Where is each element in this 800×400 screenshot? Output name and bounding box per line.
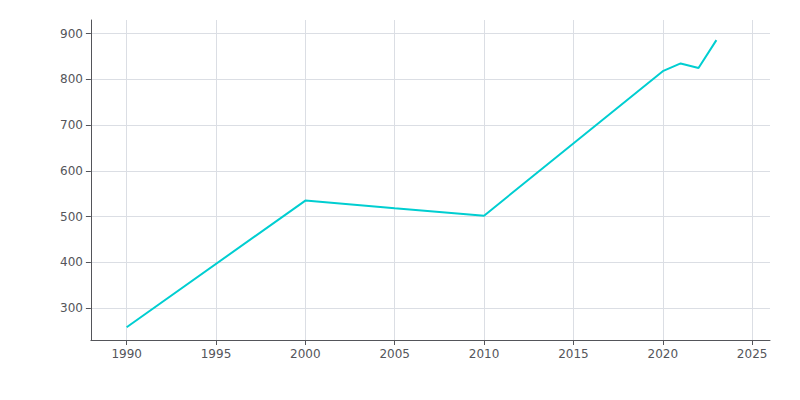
svg-text:800: 800 (60, 72, 83, 86)
svg-text:2020: 2020 (648, 347, 679, 361)
svg-text:300: 300 (60, 301, 83, 315)
svg-text:2015: 2015 (558, 347, 589, 361)
svg-text:900: 900 (60, 27, 83, 41)
svg-text:2000: 2000 (290, 347, 321, 361)
svg-text:1995: 1995 (201, 347, 232, 361)
svg-text:2010: 2010 (469, 347, 500, 361)
svg-text:1990: 1990 (111, 347, 142, 361)
svg-text:400: 400 (60, 255, 83, 269)
svg-text:500: 500 (60, 210, 83, 224)
svg-text:2025: 2025 (737, 347, 768, 361)
svg-text:2005: 2005 (379, 347, 410, 361)
svg-text:700: 700 (60, 118, 83, 132)
svg-text:600: 600 (60, 164, 83, 178)
